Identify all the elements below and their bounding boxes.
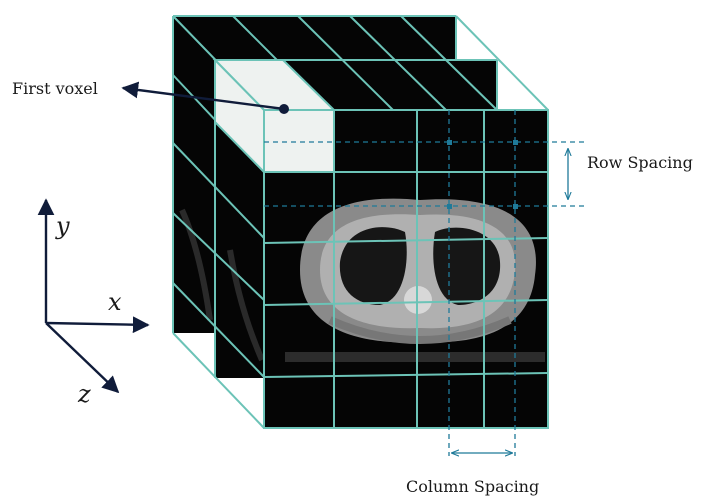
y-axis-label: y: [55, 212, 70, 240]
x-axis-label: x: [108, 288, 122, 316]
first-voxel-label: First voxel: [12, 79, 98, 98]
front-slice: [264, 110, 548, 428]
z-axis-label: z: [77, 380, 91, 408]
column-spacing-label: Column Spacing: [406, 477, 539, 496]
x-axis-arrow: [46, 323, 148, 325]
row-spacing-label: Row Spacing: [587, 153, 693, 172]
